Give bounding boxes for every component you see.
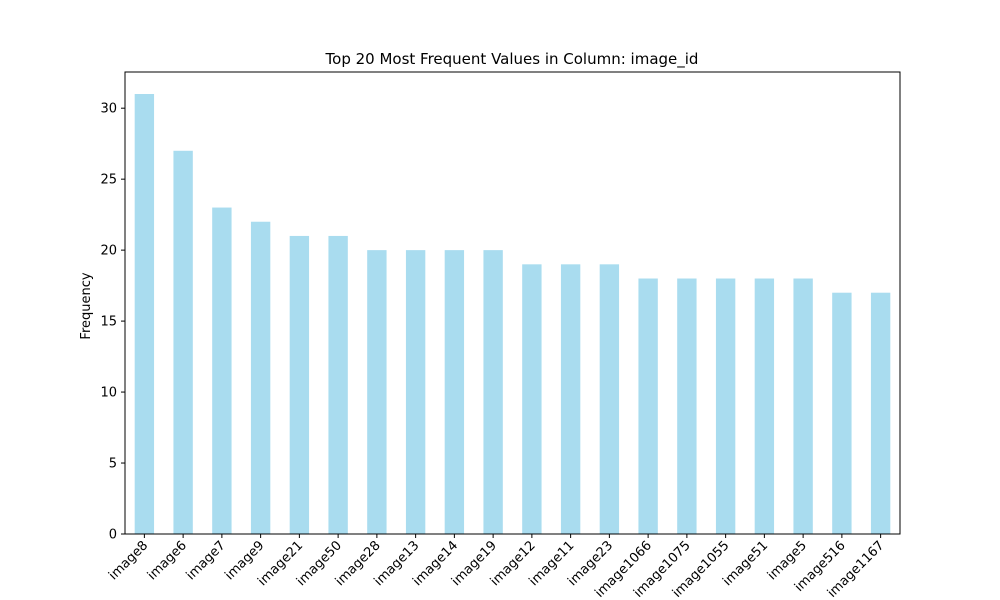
bar-image13	[405, 250, 426, 534]
plot-frame	[124, 71, 901, 535]
bars-layer	[134, 94, 891, 534]
bar-image1167	[870, 292, 891, 534]
chart-title: Top 20 Most Frequent Values in Column: i…	[325, 50, 699, 69]
bar-image9	[250, 221, 271, 534]
bar-image19	[483, 250, 503, 534]
y-tick-label: 5	[109, 457, 117, 472]
bar-image23	[599, 264, 620, 534]
bar-image516	[832, 292, 852, 534]
y-ticks-layer: 0 5 10 15 20 25 30	[100, 102, 125, 543]
bar-image51	[754, 278, 775, 534]
bar-image12	[522, 264, 542, 534]
bar-image7	[212, 207, 232, 534]
bar-image28	[367, 250, 387, 534]
bar-image1055	[715, 278, 736, 534]
y-tick-label: 0	[109, 528, 117, 543]
x-tick-label: image6	[145, 538, 190, 583]
bar-image1075	[677, 278, 697, 534]
bar-image6	[173, 150, 193, 534]
y-axis-label: Frequency	[79, 272, 94, 339]
bar-image14	[444, 250, 465, 534]
bar-image1066	[638, 278, 658, 534]
x-tick-label: image8	[106, 538, 151, 583]
bar-image11	[560, 264, 581, 534]
bar-image5	[793, 278, 813, 534]
y-tick-label: 10	[100, 386, 117, 401]
y-tick-label: 20	[100, 244, 117, 259]
bar-image50	[328, 235, 348, 534]
bar-image8	[134, 94, 155, 534]
y-tick-label: 25	[100, 173, 117, 188]
y-tick-label: 30	[100, 102, 117, 117]
x-ticks-layer: image8image6image7image9image21image50im…	[106, 534, 887, 600]
x-tick-label: image7	[184, 538, 229, 583]
y-tick-label: 15	[100, 315, 117, 330]
bar-image21	[289, 235, 310, 534]
